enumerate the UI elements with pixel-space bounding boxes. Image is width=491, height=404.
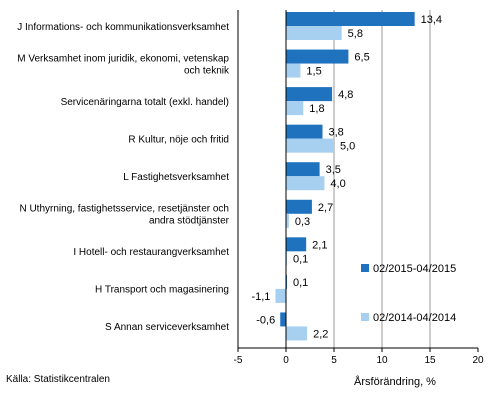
- x-axis-title: Årsförändring, %: [354, 375, 436, 388]
- legend-label: 02/2014-04/2014: [373, 312, 456, 324]
- x-tick-label: 15: [424, 355, 436, 366]
- legend: 02/2015-04/2015 02/2014-04/2014: [361, 263, 456, 324]
- legend-label: 02/2015-04/2015: [373, 263, 456, 275]
- bar-current: [286, 162, 320, 177]
- x-tick-label: -5: [234, 355, 243, 366]
- value-label: 0,1: [293, 253, 308, 265]
- category-label: L Fastighetsverksamhet: [123, 172, 229, 183]
- bar-previous: [275, 288, 286, 303]
- value-label: 4,0: [330, 178, 345, 190]
- bar-current: [286, 124, 323, 139]
- value-label: 2,7: [318, 202, 333, 214]
- category-label: R Kultur, nöje och fritid: [128, 134, 229, 145]
- bar-previous: [286, 213, 289, 228]
- category-labels: J Informations- och kommunikationsverksa…: [17, 22, 230, 333]
- bar-previous: [286, 138, 334, 153]
- bar-current: [280, 312, 286, 327]
- legend-swatch: [361, 264, 369, 272]
- value-label: -0,6: [256, 314, 275, 326]
- category-label: N Uthyrning, fastighetsservice, resetjän…: [19, 204, 229, 227]
- value-labels: 13,4 5,8 6,5 1,5 4,8 1,8 3,8 5,0 3,5 4,0 2,7 0,32,1…: [251, 14, 442, 340]
- x-tick-label: 5: [331, 355, 337, 366]
- value-label: 5,0: [340, 141, 355, 153]
- gridlines: [333, 10, 431, 348]
- value-label: 0,3: [295, 216, 310, 228]
- value-label: 3,8: [328, 127, 343, 139]
- bar-current: [286, 49, 349, 64]
- x-tick-label: 20: [472, 355, 484, 366]
- category-label: J Informations- och kommunikationsverksa…: [17, 22, 229, 33]
- value-label: 2,1: [312, 239, 327, 251]
- tick-labels: -5 0 5 10 15 20: [234, 355, 484, 366]
- value-label: 2,2: [313, 328, 328, 340]
- bar-current: [286, 199, 312, 214]
- category-label: M Verksamhet inom juridik, ekonomi, vete…: [17, 53, 230, 76]
- bar-current: [286, 12, 415, 26]
- bar-current: [286, 87, 333, 102]
- bar-previous: [286, 63, 301, 78]
- value-label: -1,1: [251, 291, 270, 303]
- value-label: 5,8: [348, 28, 363, 40]
- value-label: 6,5: [354, 52, 369, 64]
- bars: [275, 12, 415, 341]
- axes: [237, 10, 479, 352]
- bar-current: [286, 237, 307, 252]
- category-label: I Hotell- och restaurangverksamhet: [73, 247, 229, 258]
- value-label: 4,8: [338, 89, 353, 101]
- bar-previous: [286, 326, 308, 341]
- value-label: 3,5: [326, 164, 341, 176]
- legend-swatch: [361, 313, 369, 321]
- bar-previous: [286, 176, 325, 191]
- source-note: Källa: Statistikcentralen: [6, 374, 110, 385]
- value-label: 13,4: [421, 14, 442, 26]
- value-label: 1,5: [306, 66, 321, 78]
- x-tick-label: 10: [376, 355, 388, 366]
- value-label: 0,1: [293, 277, 308, 289]
- bar-previous: [286, 101, 304, 116]
- x-tick-label: 0: [283, 355, 289, 366]
- category-label: Servicenäringarna totalt (exkl. handel): [61, 97, 229, 108]
- category-label: H Transport och magasinering: [95, 285, 229, 296]
- bar-previous: [286, 26, 342, 40]
- category-label: S Annan serviceverksamhet: [105, 322, 229, 333]
- value-label: 1,8: [309, 103, 324, 115]
